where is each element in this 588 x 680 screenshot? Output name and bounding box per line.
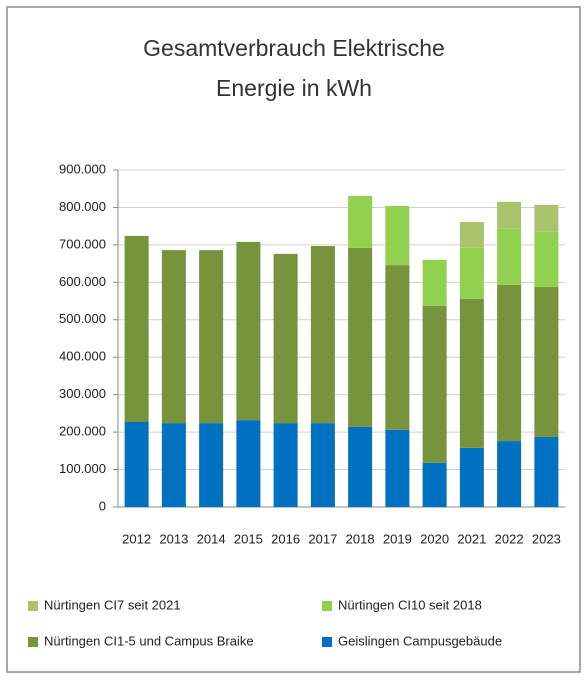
legend-swatch [322,601,332,611]
bar-segment [534,231,559,287]
bar-segment [459,222,484,248]
y-tick-label: 900.000 [59,161,106,176]
bar-segment [199,250,224,424]
legend-swatch [322,637,332,647]
bar-segment [497,228,522,285]
bar-segment [497,284,522,442]
bar-segment [236,420,261,507]
x-tick-label: 2013 [159,531,188,546]
bar-segment [348,247,373,427]
legend-label: Nürtingen CI7 seit 2021 [44,597,181,612]
chart-title: Gesamtverbrauch Elektrische [143,35,445,61]
x-tick-label: 2021 [457,531,486,546]
bar-segment [497,441,522,507]
bar-segment [236,241,261,421]
bar-segment [124,422,149,507]
x-tick-label: 2023 [532,531,561,546]
bar-segment [348,195,373,248]
bar-segment [459,298,484,448]
bar-segment [348,426,373,507]
x-tick-label: 2015 [234,531,263,546]
bar-segment [385,265,410,430]
bar-segment [534,286,559,437]
bar-segment [497,201,522,229]
y-tick-label: 600.000 [59,274,106,289]
legend-label: Nürtingen CI10 seit 2018 [338,597,482,612]
bar-segment [273,253,298,424]
x-tick-label: 2018 [346,531,375,546]
y-tick-label: 800.000 [59,199,106,214]
bar-segment [124,235,149,423]
bar-segment [310,246,335,424]
bar-segment [161,423,186,507]
legend-label: Geislingen Campusgebäude [338,633,502,648]
bar-segment [459,447,484,507]
x-tick-label: 2016 [271,531,300,546]
bar-segment [459,247,484,299]
y-tick-label: 500.000 [59,311,106,326]
y-tick-label: 400.000 [59,349,106,364]
bar-segment [422,259,447,306]
bar-segment [422,462,447,507]
bar-segment [534,436,559,507]
x-tick-label: 2017 [308,531,337,546]
bar-segment [273,423,298,507]
bar-segment [161,250,186,424]
y-tick-label: 300.000 [59,386,106,401]
bar-segment [385,429,410,507]
bar-segment [310,423,335,507]
x-tick-label: 2019 [383,531,412,546]
bar-segment [534,204,559,232]
chart-title: Energie in kWh [216,75,372,101]
y-tick-label: 200.000 [59,424,106,439]
y-tick-label: 700.000 [59,236,106,251]
x-tick-label: 2012 [122,531,151,546]
x-tick-label: 2020 [420,531,449,546]
y-tick-label: 0 [99,498,106,513]
bar-segment [385,205,410,266]
x-tick-label: 2022 [495,531,524,546]
bar-segment [422,305,447,463]
legend-label: Nürtingen CI1-5 und Campus Braike [44,633,254,648]
x-tick-label: 2014 [197,531,226,546]
legend-swatch [28,637,38,647]
bar-segment [199,423,224,507]
legend-swatch [28,601,38,611]
y-tick-label: 100.000 [59,461,106,476]
